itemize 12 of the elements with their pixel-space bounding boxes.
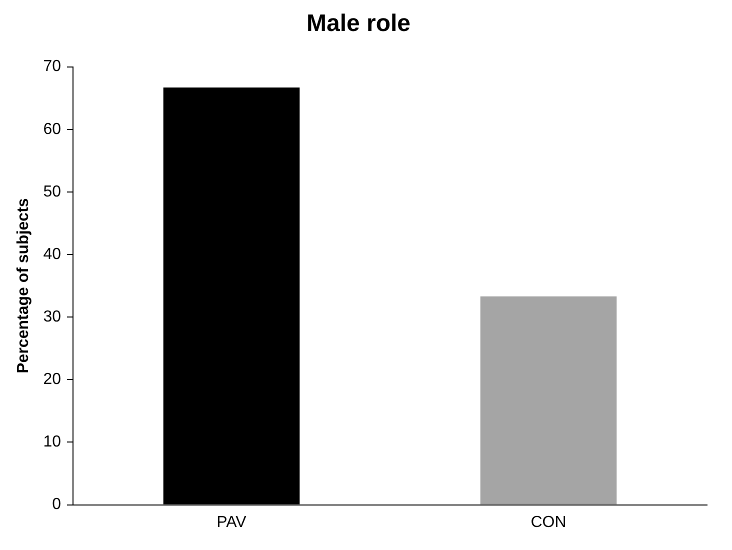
y-axis-title: Percentage of subjects <box>15 198 32 374</box>
y-tick-label: 70 <box>43 58 62 76</box>
x-tick-label: CON <box>530 514 566 531</box>
chart-title: Male role <box>306 10 411 38</box>
y-tick-label: 30 <box>43 308 62 326</box>
y-tick-label: 40 <box>43 246 62 263</box>
y-tick-label: 50 <box>43 183 62 200</box>
y-tick-label: 20 <box>43 371 62 388</box>
x-tick-label: PAV <box>216 514 247 531</box>
y-tick-label: 0 <box>52 496 62 514</box>
y-tick-label: 10 <box>43 434 62 451</box>
y-tick-label: 60 <box>43 120 62 138</box>
